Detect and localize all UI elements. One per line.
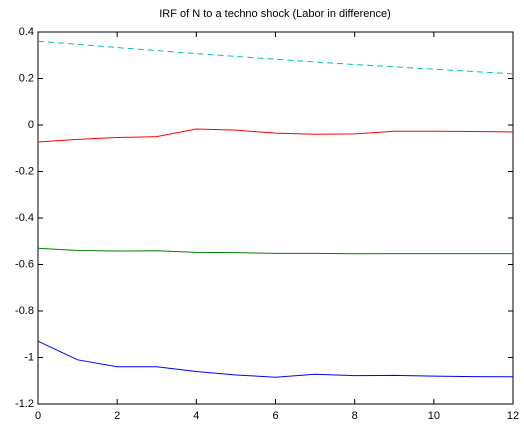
x-tick-label: 10 — [428, 410, 440, 422]
series-line — [37, 247, 513, 255]
y-tick-label: -0.6 — [15, 258, 34, 270]
y-tick-label: -0.8 — [15, 305, 34, 317]
y-tick-label: 0.2 — [19, 72, 34, 84]
y-tick-label: -0.2 — [15, 165, 34, 177]
y-tick-label: -1.2 — [15, 398, 34, 410]
x-tick-label: 6 — [272, 410, 278, 422]
x-tick-label: 4 — [193, 410, 199, 422]
y-tick-label: -1 — [24, 351, 34, 363]
x-tick-label: 8 — [352, 410, 358, 422]
x-tick-label: 0 — [35, 410, 41, 422]
y-tick-label: 0.4 — [19, 26, 34, 38]
x-tick-label: 12 — [507, 410, 519, 422]
series-line — [37, 128, 514, 143]
y-tick-label: 0 — [28, 119, 34, 131]
x-tick-label: 2 — [114, 410, 120, 422]
chart-title: IRF of N to a techno shock (Labor in dif… — [159, 8, 391, 20]
series-line — [37, 340, 514, 378]
y-tick-label: -0.4 — [15, 212, 34, 224]
